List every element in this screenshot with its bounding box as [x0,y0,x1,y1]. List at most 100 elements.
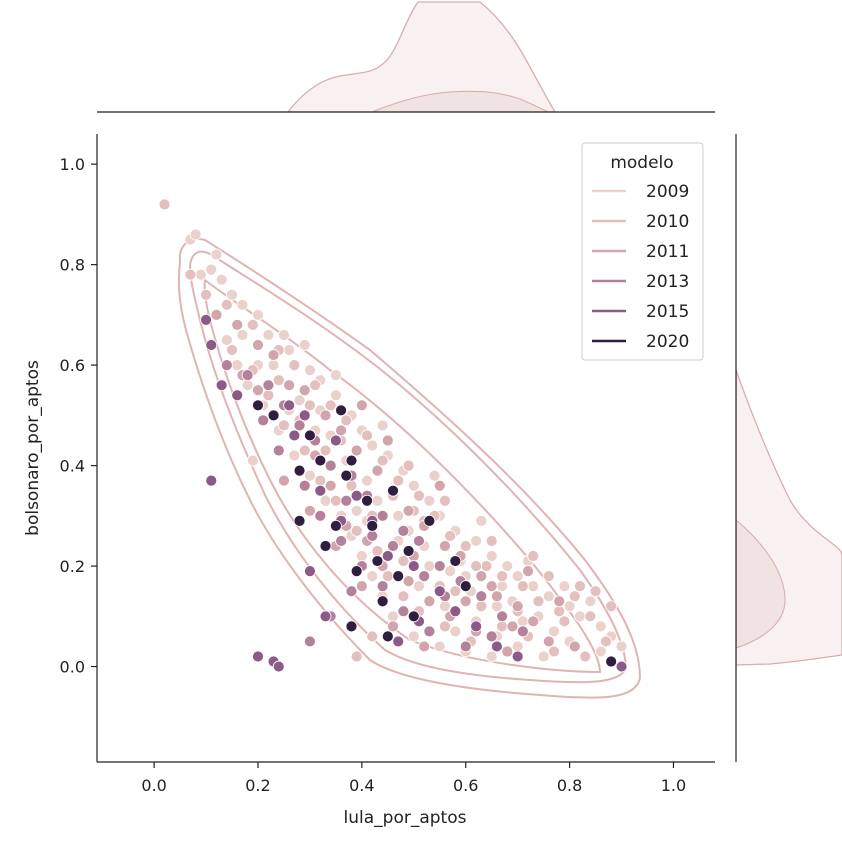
data-point [444,565,457,577]
y-tick-label: 0.6 [60,356,85,375]
y-tick-label: 1.0 [60,155,85,174]
data-point [558,615,571,628]
data-point [376,509,389,522]
data-point [252,339,264,351]
data-point [304,504,316,517]
data-point [350,565,363,577]
data-point [236,298,249,311]
data-point [194,268,207,281]
data-point [319,494,332,507]
data-point [283,399,296,412]
data-point [605,655,618,668]
data-point [511,600,524,613]
data-point [366,519,379,532]
data-point [267,359,280,372]
data-point [288,359,301,372]
data-point [304,469,316,482]
data-point [387,540,399,552]
data-point [381,630,394,643]
legend: modelo 2009 2010 2011 2013 2015 2020 [581,142,704,361]
data-point [574,580,586,593]
data-point [459,595,472,608]
data-point [433,585,446,598]
data-point [304,429,316,442]
data-point [496,610,508,623]
data-point [376,419,389,432]
data-point [511,570,524,583]
data-point [293,419,306,432]
data-point [423,514,436,527]
x-tick-label: 1.0 [661,776,686,795]
data-point [283,344,296,356]
data-point [298,384,311,397]
data-point [407,610,420,623]
data-point [439,620,451,633]
data-point [220,359,233,372]
data-point [485,550,498,562]
data-point [496,620,508,633]
data-point [459,640,472,653]
data-point [392,474,405,487]
data-point [252,399,264,412]
data-point [402,459,415,472]
data-point [407,630,420,643]
data-point [371,464,384,477]
scatter-points [158,198,628,673]
right-rug [718,204,736,666]
x-tick-label: 0.8 [557,776,582,795]
data-point [350,489,363,502]
data-point [496,570,508,583]
data-point [553,595,566,608]
top-rug [165,112,622,130]
data-point [470,560,483,572]
data-point [600,635,612,648]
data-point [205,339,218,351]
data-point [226,288,238,301]
x-tick-label: 0.6 [453,776,478,795]
data-point [345,454,358,467]
data-point [361,494,373,507]
x-tick-label: 0.4 [349,776,374,795]
data-point [480,560,493,572]
data-point [314,509,327,522]
legend-entries: 2009 2010 2011 2013 2015 2020 [592,182,689,352]
data-point [319,444,332,457]
kde-contour-outer [177,238,642,699]
data-point [304,399,316,412]
data-point [304,635,316,648]
data-point [470,620,483,633]
data-point [439,540,451,552]
data-point [397,605,410,618]
data-point [387,610,399,623]
data-point [418,570,431,583]
data-point [262,389,275,402]
data-point [397,555,410,567]
data-point [267,349,280,361]
data-point [262,379,275,392]
legend-label: 2011 [646,242,689,262]
data-point [449,625,462,638]
data-point [397,590,410,603]
data-point [220,334,233,346]
data-point [329,494,342,507]
data-point [397,524,410,537]
data-point [475,600,488,613]
data-point [392,509,405,522]
data-point [449,585,462,598]
data-point [355,399,368,412]
data-point [407,479,420,492]
data-point [298,339,311,351]
data-point [319,540,332,552]
data-point [329,389,342,402]
data-point [252,384,264,397]
data-point [272,660,285,673]
data-point [413,580,425,593]
data-point [568,640,581,653]
data-point [272,374,285,387]
data-point [485,535,498,547]
data-point [335,535,347,547]
data-point [335,404,347,417]
data-point [200,313,212,326]
data-point [402,545,415,557]
data-point [501,560,514,572]
